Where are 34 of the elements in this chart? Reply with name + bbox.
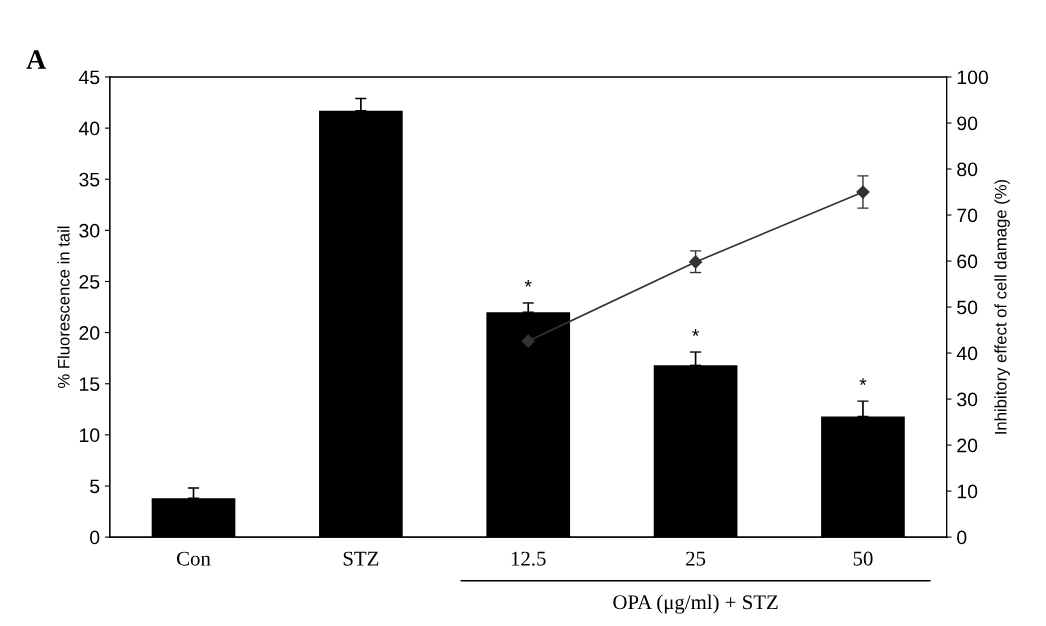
y-tick-label: 30 (79, 223, 100, 238)
text: OPA (μg/ml) + STZ (613, 594, 778, 614)
x-tick-label: 12.5 (511, 551, 546, 566)
y-tick-label: 25 (79, 274, 100, 289)
y2-tick-label: 20 (957, 438, 978, 453)
annotation: * (692, 329, 700, 336)
y-tick-label: 0 (90, 530, 100, 545)
point (689, 255, 703, 269)
x-tick-label: Con (177, 551, 211, 566)
annotation: * (859, 378, 867, 385)
y2-tick-label: 70 (957, 208, 978, 223)
y2-tick-label: 0 (957, 530, 967, 545)
x-tick-label: 50 (853, 551, 873, 566)
y-tick-label: 15 (79, 377, 100, 391)
y-tick-label: 40 (78, 121, 100, 136)
chart-title: A (26, 50, 47, 69)
y2-tick-label: 10 (957, 484, 978, 499)
y2-tick-label: 40 (956, 346, 978, 361)
x-tick-label: 25 (686, 551, 706, 566)
annotation: * (524, 280, 532, 287)
y2-tick-label: 60 (957, 254, 978, 269)
y2-axis-title: Inhibitory effect of cell damage (%) (994, 179, 1010, 434)
y2-tick-label: 50 (957, 300, 978, 315)
y-tick-label: 35 (79, 172, 100, 187)
y-tick-label: 10 (79, 428, 100, 443)
y2-tick-label: 100 (957, 70, 989, 85)
y-axis-title: % Fluorescence in tail (57, 226, 70, 388)
y-tick-label: 45 (78, 70, 100, 85)
y-tick-label: 5 (90, 479, 100, 494)
x-tick-label: STZ (343, 551, 379, 566)
y2-tick-label: 80 (957, 162, 978, 177)
y2-tick-label: 30 (957, 392, 978, 407)
y-tick-label: 20 (79, 326, 100, 340)
y2-tick-label: 90 (957, 116, 978, 131)
